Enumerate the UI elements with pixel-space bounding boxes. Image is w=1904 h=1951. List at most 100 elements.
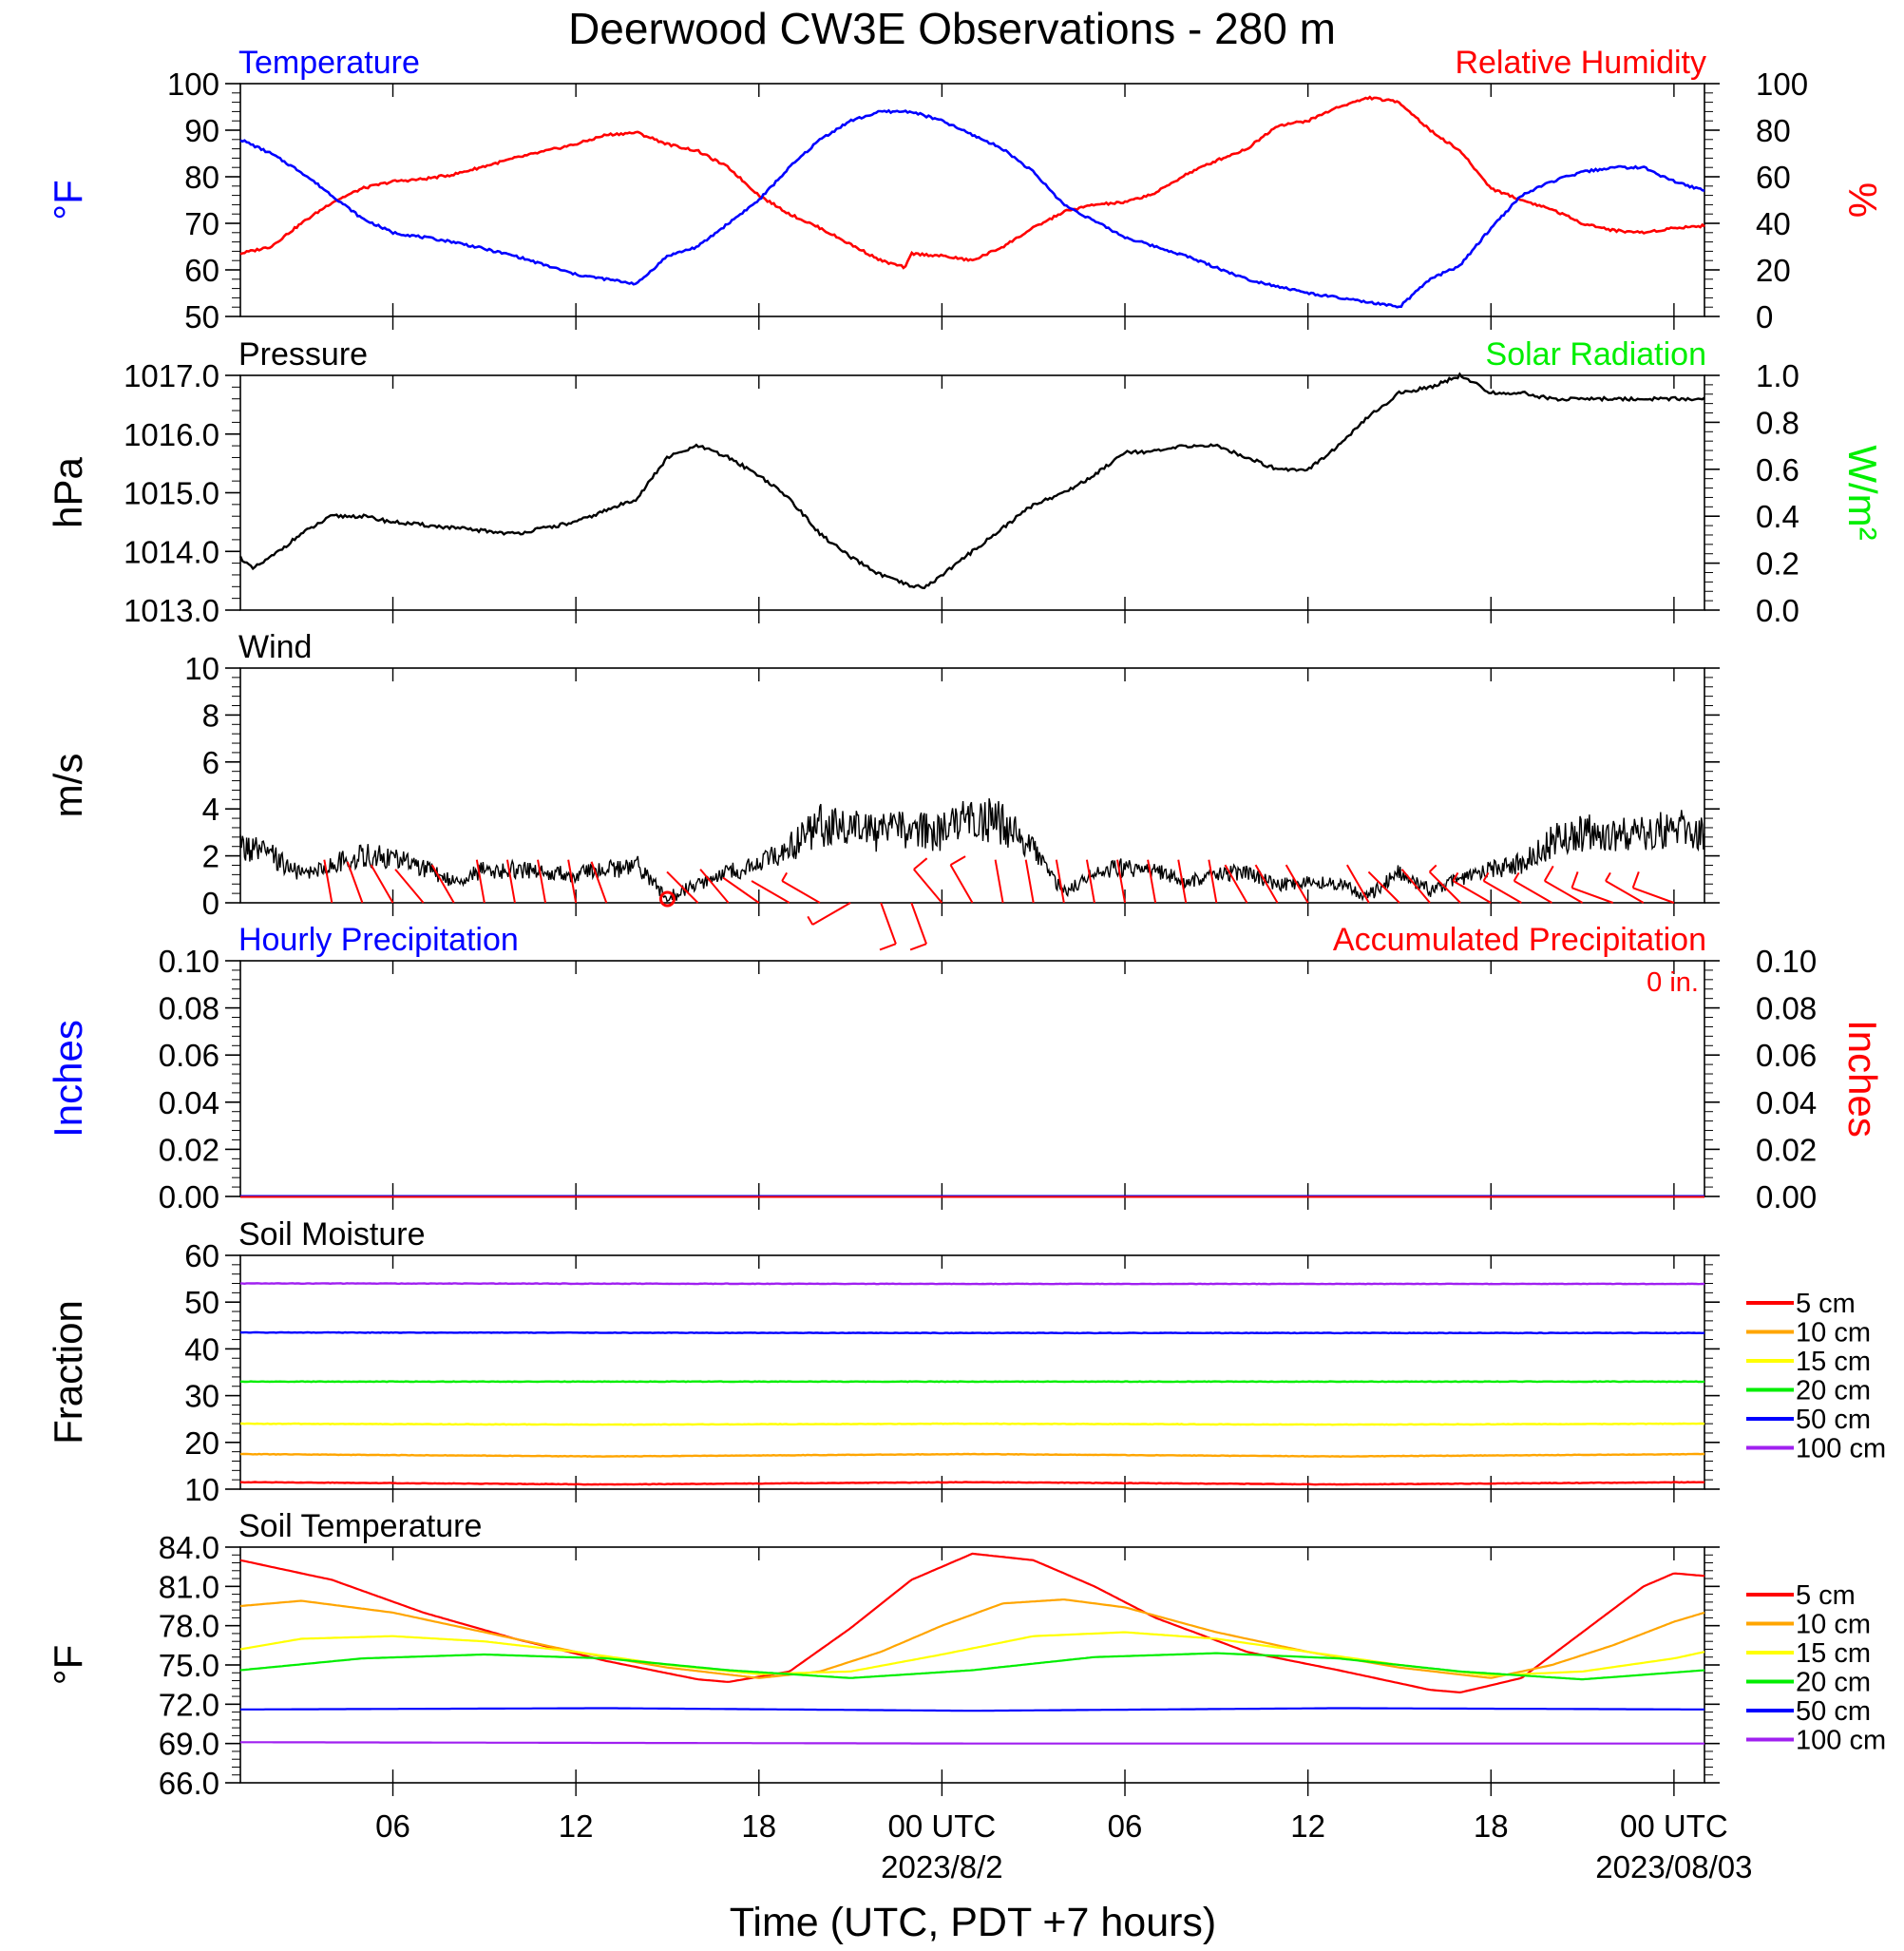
y-axis-right-unit: W/m² bbox=[1840, 445, 1885, 540]
legend-label: 50 cm bbox=[1796, 1696, 1871, 1727]
wind-barb-staff bbox=[394, 869, 425, 904]
wind-barb-flag bbox=[1543, 865, 1554, 882]
wind-barb-flag bbox=[879, 943, 897, 951]
y-tick-label: 90 bbox=[184, 113, 219, 148]
temperature-line bbox=[239, 108, 1705, 309]
wind-barb-calm bbox=[658, 890, 676, 908]
wind-barb-staff bbox=[781, 880, 821, 904]
panel-left-title: Pressure bbox=[238, 336, 368, 373]
panel-right-title: Relative Humidity bbox=[1455, 45, 1706, 81]
legend-label: 10 cm bbox=[1796, 1318, 1871, 1348]
y-right-tick-label: 0.2 bbox=[1756, 546, 1799, 582]
y-tick-label: 75.0 bbox=[159, 1648, 219, 1683]
panel-left-title: Wind bbox=[238, 629, 312, 665]
wind-barb-flag bbox=[1482, 871, 1490, 882]
y-tick-label: 0 bbox=[202, 886, 219, 921]
x-tick-label: 18 bbox=[1474, 1808, 1509, 1844]
wind-barb bbox=[1147, 859, 1157, 904]
y-tick-label: 2 bbox=[202, 839, 219, 874]
x-tick-label: 06 bbox=[1108, 1808, 1143, 1844]
y-right-tick-label: 0.02 bbox=[1756, 1132, 1817, 1167]
y-tick-label: 40 bbox=[184, 1331, 219, 1367]
wind-barb-staff bbox=[1605, 880, 1645, 904]
y-right-tick-label: 0.00 bbox=[1756, 1179, 1817, 1215]
y-axis-unit: °F bbox=[46, 1645, 90, 1685]
y-axis-unit: Inches bbox=[46, 1020, 90, 1138]
wind-barb-staff bbox=[910, 902, 927, 945]
panel-frame bbox=[239, 960, 1705, 1197]
y-tick-label: 66.0 bbox=[159, 1766, 219, 1801]
wind-barb-staff bbox=[1285, 864, 1309, 904]
wind-barb bbox=[807, 902, 851, 926]
y-tick-label: 50 bbox=[184, 299, 219, 335]
legend-label: 15 cm bbox=[1796, 1347, 1871, 1377]
panel-frame bbox=[239, 83, 1705, 317]
y-tick-label: 20 bbox=[184, 1425, 219, 1461]
y-right-tick-label: 20 bbox=[1756, 253, 1791, 288]
y-tick-label: 81.0 bbox=[159, 1569, 219, 1604]
soil-temp-line bbox=[239, 1552, 1705, 1694]
y-right-tick-label: 0 bbox=[1756, 299, 1773, 335]
wind-barb bbox=[1571, 871, 1614, 904]
wind-barb bbox=[1224, 864, 1248, 904]
wind-barb-flag bbox=[1513, 871, 1520, 882]
x-tick-label: 18 bbox=[741, 1808, 776, 1844]
x-date-label: 2023/08/03 bbox=[1595, 1849, 1752, 1884]
wind-barb-staff bbox=[505, 859, 516, 904]
wind-barb-staff bbox=[722, 876, 760, 904]
wind-barb bbox=[1367, 870, 1400, 904]
wind-barb-staff bbox=[994, 859, 1004, 904]
y-tick-label: 1017.0 bbox=[124, 358, 219, 393]
y-right-tick-label: 0.04 bbox=[1756, 1085, 1817, 1120]
x-tick-label: 12 bbox=[559, 1808, 594, 1844]
legend-label: 20 cm bbox=[1796, 1668, 1871, 1698]
wind-barb-staff bbox=[811, 902, 851, 926]
y-tick-label: 1013.0 bbox=[124, 593, 219, 628]
y-right-tick-label: 0.8 bbox=[1756, 405, 1799, 440]
wind-barb bbox=[1285, 864, 1309, 904]
wind-barb-staff bbox=[666, 870, 699, 904]
wind-barb bbox=[567, 859, 578, 904]
panel-pressure: 1017.0 1016.0 1015.0 1014.0 1013.0 1.0 0.8 0.6 0… bbox=[46, 336, 1885, 628]
panel-temp-rh: 100 90 80 70 60 50 100 80 60 40 20 0 Temperature Rela… bbox=[46, 45, 1885, 335]
y-axis-unit: m/s bbox=[46, 754, 90, 818]
wind-barb bbox=[1177, 859, 1188, 904]
legend-label: 50 cm bbox=[1796, 1405, 1871, 1435]
wind-barb-staff bbox=[949, 864, 974, 904]
y-axis-unit: hPa bbox=[46, 456, 90, 527]
y-tick-label: 1016.0 bbox=[124, 417, 219, 452]
x-date-label: 2023/8/2 bbox=[881, 1849, 1002, 1884]
wind-barb bbox=[1254, 864, 1279, 904]
panel-frame bbox=[239, 1254, 1705, 1490]
y-tick-label: 100 bbox=[167, 67, 219, 102]
wind-barb-staff bbox=[370, 864, 394, 904]
wind-barb-staff bbox=[1400, 869, 1431, 904]
wind-barb bbox=[1631, 871, 1675, 904]
wind-barb bbox=[394, 869, 425, 904]
y-tick-label: 0.06 bbox=[159, 1038, 219, 1073]
wind-barb-staff bbox=[590, 861, 608, 904]
y-tick-label: 0.02 bbox=[159, 1132, 219, 1167]
wind-barb-flag bbox=[1631, 871, 1640, 889]
y-tick-label: 70 bbox=[184, 206, 219, 241]
y-right-tick-label: 40 bbox=[1756, 206, 1791, 241]
wind-speed-line bbox=[239, 797, 1705, 903]
panel-precip: 0.10 0.08 0.06 0.04 0.02 0.00 0.10 0.08 0.06 0.04… bbox=[46, 922, 1885, 1215]
x-tick-label: 00 UTC bbox=[888, 1808, 997, 1844]
x-axis: 06 12 18 00 UTC 06 12 18 00 UTC 2023/8/2 2023/08/… bbox=[375, 1808, 1752, 1884]
y-tick-label: 0.08 bbox=[159, 991, 219, 1026]
panel-left-title: Soil Moisture bbox=[238, 1216, 426, 1253]
y-right-tick-label: 0.0 bbox=[1756, 593, 1799, 628]
legend-label: 5 cm bbox=[1796, 1289, 1856, 1319]
wind-barb-staff bbox=[1055, 859, 1065, 904]
wind-barb bbox=[590, 861, 608, 904]
wind-barb-staff bbox=[1483, 880, 1522, 904]
wind-barb-staff bbox=[1571, 887, 1614, 904]
wind-barb-staff bbox=[323, 859, 333, 904]
soil-moisture-line bbox=[240, 1380, 1705, 1384]
wind-barb bbox=[1543, 865, 1584, 904]
y-tick-label: 80 bbox=[184, 160, 219, 195]
panel-left-title: Temperature bbox=[238, 45, 420, 81]
x-tick-label: 12 bbox=[1290, 1808, 1325, 1844]
wind-barb bbox=[913, 857, 943, 904]
